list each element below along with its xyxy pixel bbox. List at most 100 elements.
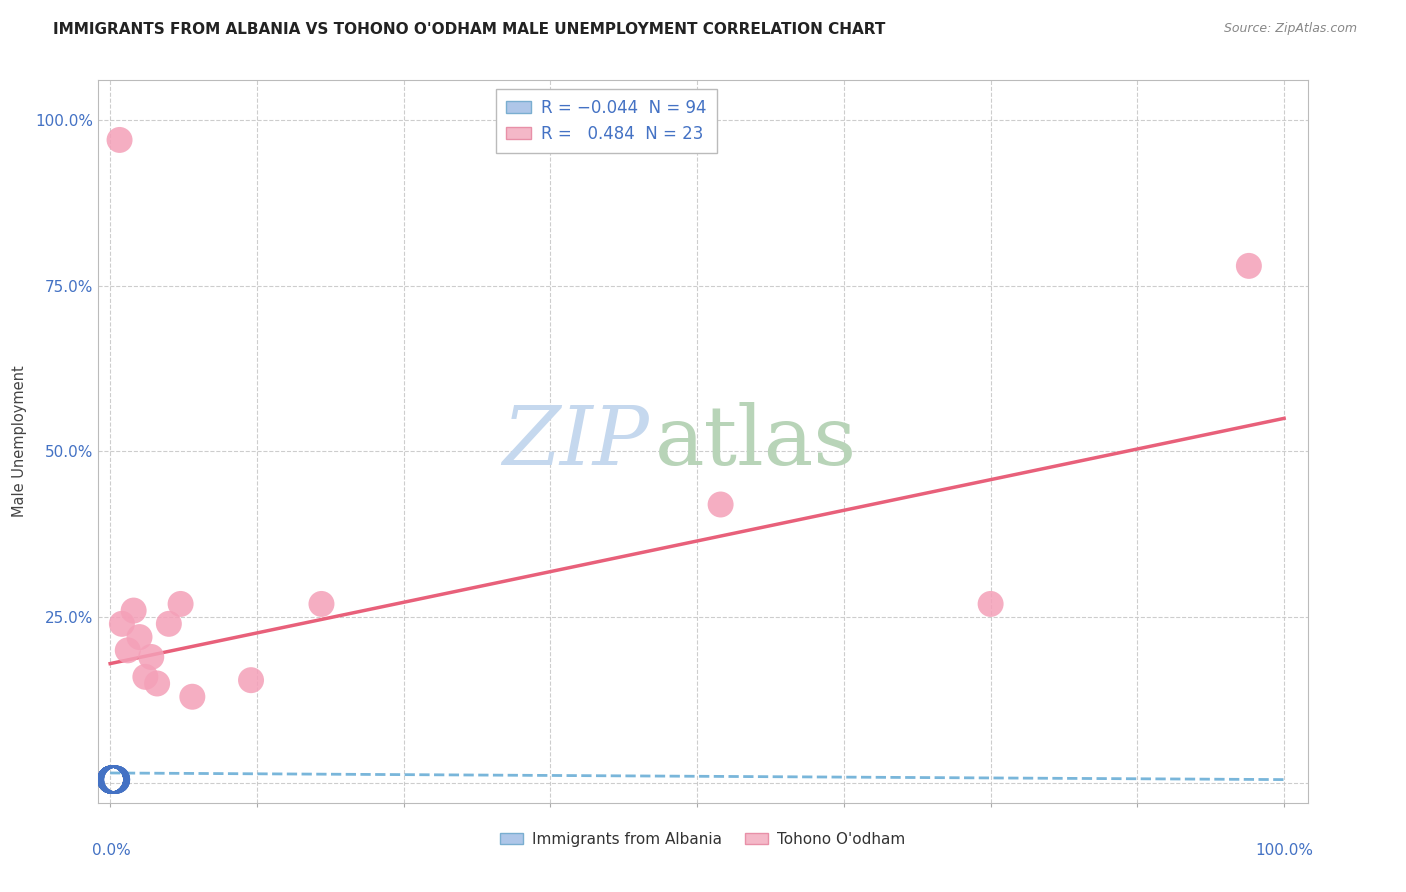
Text: 0.0%: 0.0% bbox=[93, 843, 131, 857]
Point bbox=[104, 772, 127, 787]
Point bbox=[101, 772, 124, 787]
Point bbox=[101, 772, 124, 787]
Point bbox=[105, 772, 128, 787]
Text: 100.0%: 100.0% bbox=[1256, 843, 1313, 857]
Point bbox=[101, 772, 124, 787]
Point bbox=[103, 772, 125, 787]
Point bbox=[101, 772, 124, 787]
Y-axis label: Male Unemployment: Male Unemployment bbox=[13, 366, 27, 517]
Point bbox=[710, 498, 733, 512]
Point bbox=[101, 772, 124, 787]
Text: Source: ZipAtlas.com: Source: ZipAtlas.com bbox=[1223, 22, 1357, 36]
Point bbox=[146, 676, 169, 690]
Point bbox=[181, 690, 204, 704]
Legend: Immigrants from Albania, Tohono O'odham: Immigrants from Albania, Tohono O'odham bbox=[495, 826, 911, 853]
Point bbox=[101, 772, 124, 787]
Point bbox=[103, 772, 125, 787]
Point bbox=[101, 772, 124, 787]
Point bbox=[100, 772, 122, 787]
Point bbox=[111, 616, 134, 631]
Point bbox=[103, 772, 125, 787]
Point bbox=[100, 772, 122, 787]
Point bbox=[100, 772, 122, 787]
Point bbox=[104, 772, 127, 787]
Point bbox=[100, 772, 122, 787]
Point bbox=[100, 772, 122, 787]
Point bbox=[101, 772, 124, 787]
Point bbox=[100, 772, 122, 787]
Point bbox=[100, 772, 122, 787]
Point bbox=[122, 603, 145, 617]
Point bbox=[101, 772, 124, 787]
Point bbox=[103, 772, 125, 787]
Point bbox=[240, 673, 263, 688]
Point bbox=[100, 772, 122, 787]
Point bbox=[101, 772, 124, 787]
Point bbox=[103, 772, 125, 787]
Point bbox=[100, 772, 122, 787]
Point bbox=[103, 772, 125, 787]
Point bbox=[980, 597, 1002, 611]
Point bbox=[101, 772, 124, 787]
Point bbox=[104, 772, 127, 787]
Text: atlas: atlas bbox=[655, 401, 856, 482]
Point bbox=[141, 650, 163, 665]
Point bbox=[103, 772, 125, 787]
Point bbox=[100, 772, 122, 787]
Point bbox=[101, 772, 124, 787]
Point bbox=[100, 772, 122, 787]
Point bbox=[101, 772, 124, 787]
Point bbox=[101, 772, 124, 787]
Point bbox=[1237, 259, 1260, 273]
Text: ZIP: ZIP bbox=[502, 401, 648, 482]
Point bbox=[103, 772, 125, 787]
Point bbox=[101, 772, 124, 787]
Point bbox=[104, 772, 127, 787]
Point bbox=[100, 772, 122, 787]
Point bbox=[103, 772, 125, 787]
Point bbox=[128, 630, 150, 644]
Point bbox=[104, 772, 127, 787]
Point bbox=[103, 772, 125, 787]
Point bbox=[117, 643, 139, 657]
Point bbox=[105, 772, 128, 787]
Point bbox=[108, 133, 131, 147]
Point bbox=[101, 772, 124, 787]
Point bbox=[100, 772, 122, 787]
Point bbox=[100, 772, 122, 787]
Point bbox=[101, 772, 124, 787]
Point bbox=[100, 772, 122, 787]
Point bbox=[103, 772, 125, 787]
Point bbox=[101, 772, 124, 787]
Point bbox=[104, 772, 127, 787]
Point bbox=[104, 772, 127, 787]
Point bbox=[100, 772, 122, 787]
Point bbox=[104, 772, 127, 787]
Point bbox=[101, 772, 124, 787]
Point bbox=[100, 772, 122, 787]
Point bbox=[101, 772, 124, 787]
Point bbox=[100, 772, 122, 787]
Point bbox=[100, 772, 122, 787]
Point bbox=[134, 670, 156, 684]
Point bbox=[169, 597, 191, 611]
Point bbox=[100, 772, 122, 787]
Point bbox=[103, 772, 125, 787]
Point bbox=[103, 772, 125, 787]
Text: IMMIGRANTS FROM ALBANIA VS TOHONO O'ODHAM MALE UNEMPLOYMENT CORRELATION CHART: IMMIGRANTS FROM ALBANIA VS TOHONO O'ODHA… bbox=[53, 22, 886, 37]
Point bbox=[100, 772, 122, 787]
Point bbox=[103, 772, 125, 787]
Point bbox=[101, 772, 124, 787]
Point bbox=[100, 772, 122, 787]
Point bbox=[100, 772, 122, 787]
Point bbox=[100, 772, 122, 787]
Point bbox=[100, 772, 122, 787]
Point bbox=[103, 772, 125, 787]
Point bbox=[100, 772, 122, 787]
Point bbox=[100, 772, 122, 787]
Point bbox=[100, 772, 122, 787]
Point bbox=[105, 772, 128, 787]
Point bbox=[100, 772, 122, 787]
Point bbox=[105, 772, 128, 787]
Point bbox=[101, 772, 124, 787]
